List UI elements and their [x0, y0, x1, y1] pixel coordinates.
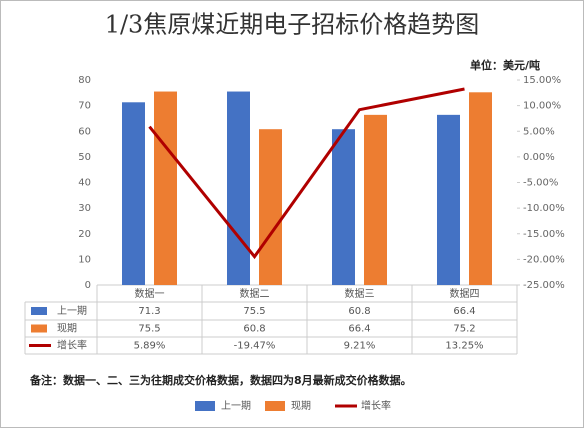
- table-row-name: 现期: [57, 323, 77, 335]
- y-tick-label: 50: [78, 152, 91, 163]
- legend-swatch: [195, 401, 215, 411]
- table-cell: 9.21%: [344, 341, 376, 352]
- table-cell: 71.3: [138, 306, 160, 317]
- table-cell: 75.5: [138, 324, 160, 335]
- note: 备注：数据一、二、三为往期成交价格数据，数据四为8月最新成交价格数据。: [29, 373, 412, 387]
- bar: [259, 129, 282, 285]
- x-tick-label: 数据二: [240, 287, 270, 300]
- table-cell: 75.2: [453, 324, 475, 335]
- table-cell: 66.4: [453, 306, 475, 317]
- x-tick-label: 数据四: [450, 287, 480, 300]
- bar: [364, 114, 387, 285]
- y2-tick-label: -5.00%: [523, 178, 558, 189]
- y2-tick-label: 15.00%: [523, 75, 561, 86]
- table-cell: 5.89%: [134, 341, 166, 352]
- legend-label: 增长率: [361, 399, 391, 412]
- bar: [227, 91, 250, 285]
- y2-tick-label: -25.00%: [523, 280, 565, 291]
- bar: [154, 91, 177, 285]
- y2-tick-label: -15.00%: [523, 229, 565, 240]
- unit-label: 单位：美元/吨: [470, 58, 540, 72]
- table-cell: 66.4: [348, 324, 370, 335]
- y-tick-label: 20: [78, 229, 91, 240]
- table-legend-swatch: [31, 324, 47, 333]
- y-tick-label: 40: [78, 178, 91, 189]
- table-row-name: 增长率: [57, 339, 87, 352]
- y-tick-label: 30: [78, 203, 91, 214]
- y2-tick-label: -20.00%: [523, 254, 565, 265]
- bar: [332, 129, 355, 285]
- table-cell: 75.5: [243, 306, 265, 317]
- x-tick-label: 数据一: [135, 287, 165, 300]
- y2-tick-label: 10.00%: [523, 101, 561, 112]
- x-tick-label: 数据三: [345, 287, 375, 300]
- table-cell: 60.8: [348, 306, 370, 317]
- chart-title: 1/3焦原煤近期电子招标价格趋势图: [105, 11, 480, 39]
- y-tick-label: 0: [85, 280, 91, 291]
- legend-label: 现期: [291, 400, 311, 412]
- y2-tick-label: 5.00%: [523, 126, 555, 137]
- table-row-name: 上一期: [57, 305, 87, 317]
- y-tick-label: 60: [78, 126, 91, 137]
- y-tick-label: 70: [78, 101, 91, 112]
- bar: [122, 102, 145, 285]
- bar: [437, 114, 460, 285]
- growth-line: [148, 87, 465, 260]
- y2-tick-label: -10.00%: [523, 203, 565, 214]
- y-tick-label: 10: [78, 254, 91, 265]
- y2-tick-label: 0.00%: [523, 152, 555, 163]
- table-cell: 60.8: [243, 324, 265, 335]
- y-tick-label: 80: [78, 75, 91, 86]
- table-cell: -19.47%: [234, 341, 276, 352]
- table-cell: 13.25%: [445, 341, 483, 352]
- legend-label: 上一期: [221, 400, 251, 412]
- bar: [469, 92, 492, 285]
- legend-swatch: [265, 401, 285, 411]
- table-legend-swatch: [31, 307, 47, 315]
